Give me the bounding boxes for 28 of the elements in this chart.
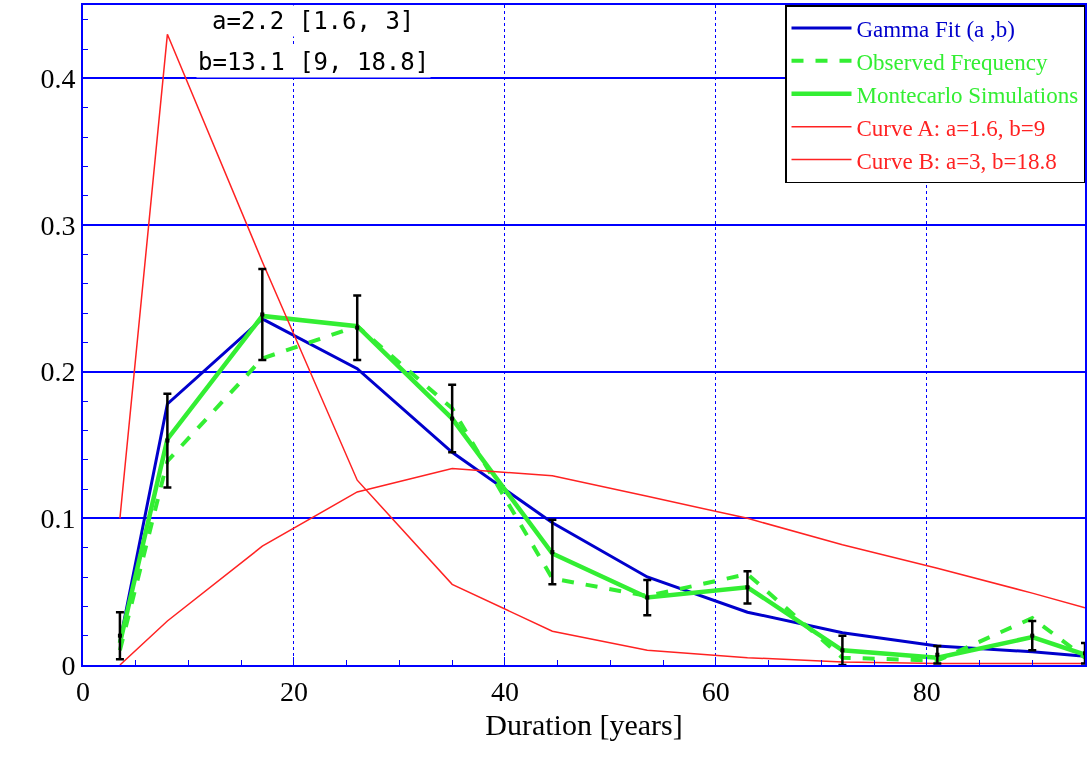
point (165, 438, 170, 443)
point (117, 633, 122, 638)
point (450, 416, 455, 421)
y-tick-label: 0.4 (40, 63, 76, 95)
point (840, 648, 845, 653)
x-tick-label: 80 (912, 675, 941, 707)
x-tick-label: 40 (490, 675, 519, 707)
point (260, 312, 265, 317)
point (1030, 633, 1035, 638)
point (935, 652, 940, 657)
point (745, 585, 750, 590)
annotation: b=13.1 [9, 18.8] (198, 48, 430, 76)
x-tick-label: 20 (279, 675, 308, 707)
point (355, 325, 360, 330)
y-tick-label: 0 (61, 649, 76, 681)
point (645, 595, 650, 600)
annotation: a=2.2 [1.6, 3] (212, 7, 415, 35)
x-tick-label: 60 (701, 675, 730, 707)
point (550, 550, 555, 555)
y-tick-label: 0.1 (40, 503, 76, 535)
legend-label: Observed Frequency (856, 49, 1048, 75)
legend-label: Montecarlo Simulations (856, 82, 1079, 108)
y-tick-label: 0.2 (40, 356, 76, 388)
y-tick-label: 0.3 (40, 209, 76, 241)
legend-label: Curve B: a=3, b=18.8 (856, 148, 1057, 174)
legend-label: Curve A: a=1.6, b=9 (856, 115, 1046, 141)
legend-label: Gamma Fit (a ,b) (856, 16, 1015, 42)
x-axis-title: Duration [years] (485, 707, 683, 741)
